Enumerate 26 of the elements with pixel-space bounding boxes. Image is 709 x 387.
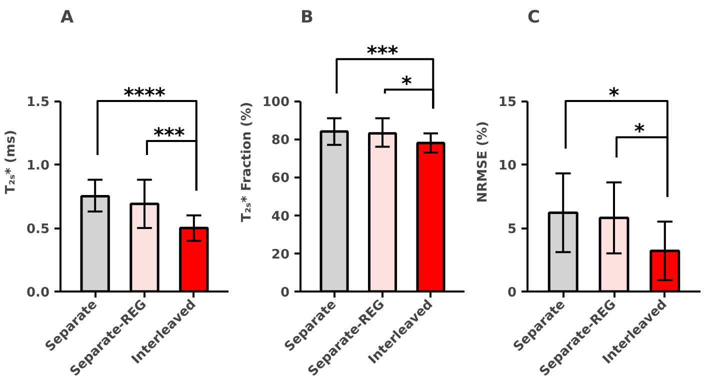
- text: ***: [366, 40, 399, 65]
- y-tick-label: 0: [507, 286, 516, 300]
- y-tick-label: 0.0: [26, 286, 50, 300]
- y-tick-label: 60: [271, 171, 290, 186]
- text: *: [401, 71, 412, 96]
- annotation: ****: [124, 82, 166, 107]
- y-tick-label: 100: [262, 95, 290, 110]
- chart-title: B: [300, 8, 314, 28]
- chart-title: A: [60, 8, 74, 28]
- y-tick-label: 0.5: [26, 222, 50, 238]
- y-axis-title: NRMSE (%): [475, 121, 490, 203]
- y-tick-label: 15: [498, 95, 517, 110]
- annotation: *: [634, 118, 646, 143]
- y-axis-title: T₂ₛ* Fraction (%): [239, 102, 254, 222]
- y-tick-label: 40: [271, 209, 290, 224]
- chart-title: C: [528, 8, 540, 28]
- y-tick-label: 1.5: [26, 95, 50, 110]
- y-tick-label: 80: [271, 133, 290, 148]
- annotation: ***: [154, 122, 186, 147]
- y-tick-label: 5: [507, 222, 516, 238]
- y-tick-label: 0: [280, 286, 290, 300]
- y-tick-label: 1.0: [26, 158, 50, 174]
- y-tick-label: 20: [271, 247, 290, 262]
- annotation: *: [608, 82, 620, 107]
- y-tick-label: 10: [498, 158, 517, 174]
- y-axis-title: T₂ₛ* (ms): [3, 130, 18, 194]
